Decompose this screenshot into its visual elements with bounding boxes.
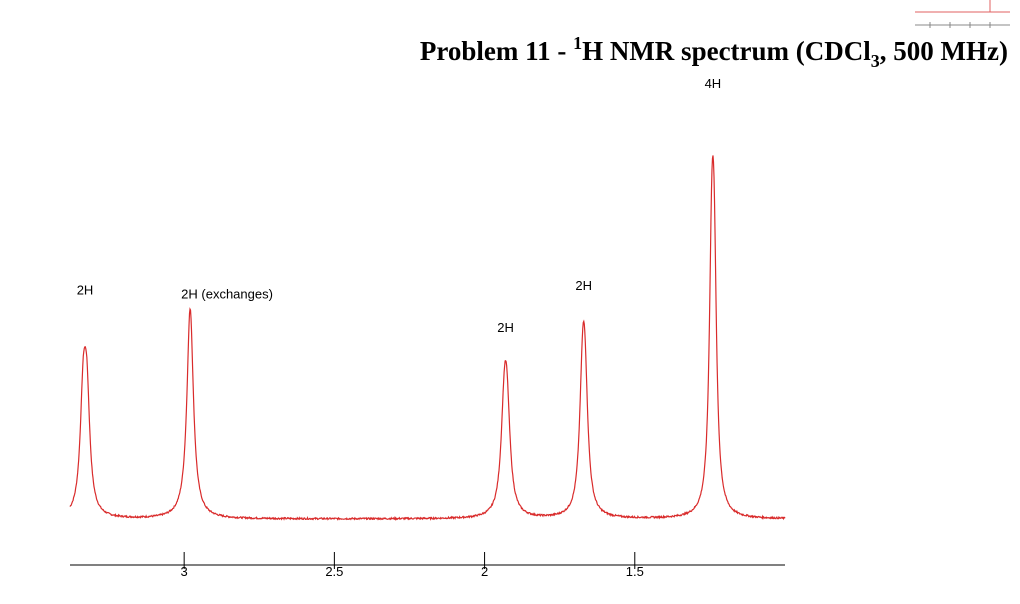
peak-annotation: 2H (exchanges) xyxy=(181,287,273,302)
title-subscript: 3 xyxy=(871,51,880,71)
peak-annotation: 2H xyxy=(575,278,592,293)
spectrum-thumbnail xyxy=(915,0,1010,28)
x-tick-label: 1.5 xyxy=(626,564,644,579)
title-superscript: 1 xyxy=(573,33,582,53)
peak-annotation: 2H xyxy=(497,320,514,335)
peak-annotation: 2H xyxy=(77,282,94,297)
peak-annotations: 2H 2H (exchanges) 2H 2H 4H xyxy=(77,76,722,335)
x-tick-label: 3 xyxy=(181,564,188,579)
plot-area xyxy=(69,155,786,521)
chart-title: Problem 11 - 1H NMR spectrum (CDCl3, 500… xyxy=(420,33,1008,71)
x-tick-label: 2 xyxy=(481,564,488,579)
title-nucleus: H NMR spectrum (CDCl xyxy=(582,36,871,66)
title-prefix: Problem 11 - xyxy=(420,36,573,66)
peak-annotation: 4H xyxy=(705,76,722,91)
x-tick-label: 2.5 xyxy=(325,564,343,579)
x-axis: 3 2.5 2 1.5 xyxy=(70,552,785,579)
title-suffix: , 500 MHz) xyxy=(880,36,1008,66)
spectrum-line xyxy=(69,155,786,521)
